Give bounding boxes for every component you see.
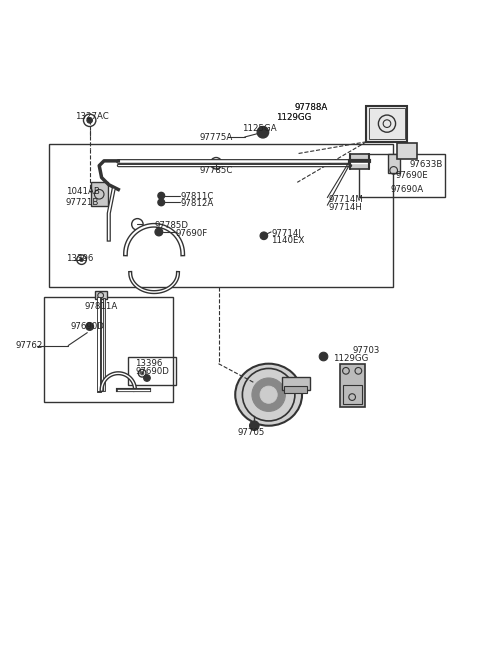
Text: 13396: 13396	[135, 359, 162, 368]
Text: 1140EX: 1140EX	[271, 236, 304, 245]
Text: 1125GA: 1125GA	[242, 124, 277, 133]
Circle shape	[80, 258, 84, 262]
Text: 1129GG: 1129GG	[276, 113, 311, 122]
Bar	[44, 297, 173, 402]
Circle shape	[86, 323, 94, 330]
Text: 97690D: 97690D	[71, 322, 105, 331]
Text: 97690E: 97690E	[395, 171, 428, 180]
Bar	[360, 154, 445, 197]
Circle shape	[260, 232, 268, 240]
Bar	[91, 182, 108, 206]
Text: 97705: 97705	[238, 428, 265, 437]
Text: 97714H: 97714H	[328, 202, 362, 212]
Text: 97690F: 97690F	[176, 229, 208, 238]
Bar	[366, 106, 407, 142]
Text: 97811A: 97811A	[85, 302, 118, 311]
Text: 97775A: 97775A	[199, 133, 233, 143]
Circle shape	[155, 228, 163, 236]
Text: 97703: 97703	[352, 346, 380, 355]
Text: 97788A: 97788A	[295, 103, 328, 112]
Circle shape	[158, 199, 165, 206]
Circle shape	[319, 352, 328, 361]
Bar	[128, 357, 176, 385]
Bar	[281, 376, 310, 390]
Text: 97785C: 97785C	[199, 166, 233, 175]
Circle shape	[87, 117, 93, 123]
Bar	[369, 108, 405, 139]
Text: 97690A: 97690A	[390, 185, 423, 194]
Text: 97811C: 97811C	[180, 192, 214, 201]
Text: 97788A: 97788A	[295, 103, 328, 112]
Bar	[343, 385, 362, 404]
Bar	[284, 386, 307, 393]
Text: 97721B: 97721B	[66, 198, 99, 207]
Ellipse shape	[235, 364, 302, 426]
Bar	[95, 290, 107, 299]
Circle shape	[250, 421, 259, 430]
Text: 97812A: 97812A	[180, 199, 214, 208]
Text: 1041AB: 1041AB	[66, 187, 100, 197]
Circle shape	[252, 378, 285, 411]
Circle shape	[141, 372, 144, 375]
Text: 97633B: 97633B	[409, 159, 443, 169]
Text: 13396: 13396	[66, 254, 93, 263]
Circle shape	[214, 161, 218, 165]
Bar	[397, 143, 417, 159]
Text: 97785D: 97785D	[154, 221, 188, 230]
Bar	[49, 144, 393, 287]
Circle shape	[260, 386, 277, 403]
Bar	[350, 154, 369, 169]
Text: 1129GG: 1129GG	[276, 113, 311, 122]
Text: 97690D: 97690D	[135, 367, 169, 376]
Text: 97714J: 97714J	[271, 229, 301, 238]
Circle shape	[257, 126, 269, 138]
Text: 97714M: 97714M	[328, 195, 363, 204]
Text: 1129GG: 1129GG	[333, 354, 369, 363]
Bar	[388, 154, 400, 173]
Circle shape	[144, 375, 150, 381]
Bar	[340, 364, 365, 407]
Text: 1327AC: 1327AC	[75, 112, 109, 121]
Text: 97762: 97762	[16, 341, 43, 350]
Circle shape	[158, 192, 165, 199]
